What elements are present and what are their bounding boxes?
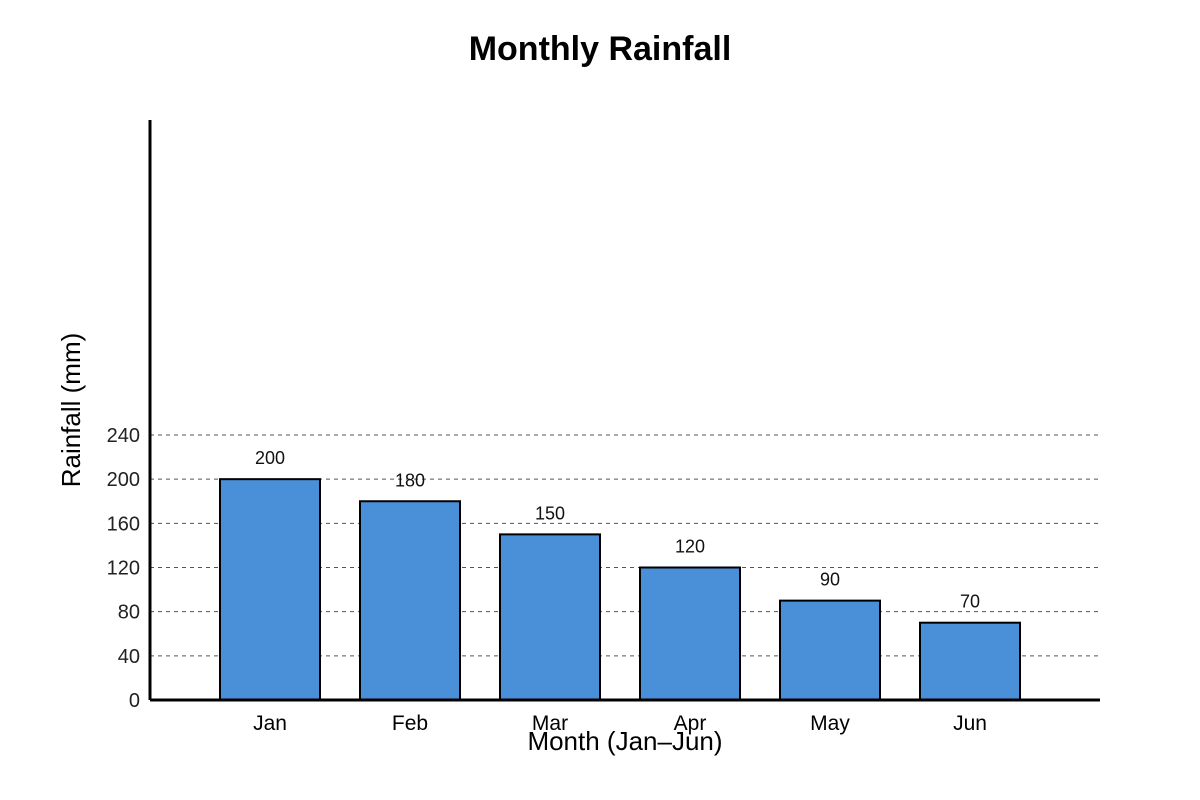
y-tick-40: 40 (118, 646, 140, 668)
x-tick-mar: Mar (532, 712, 568, 735)
x-tick-jun: Jun (953, 712, 987, 735)
bar-may (779, 599, 881, 701)
x-tick-apr: Apr (674, 712, 707, 735)
data-label-feb: 180 (395, 470, 425, 490)
data-label-may: 90 (820, 570, 840, 590)
data-label-apr: 120 (675, 537, 705, 557)
y-axis-label: Rainfall (mm) (56, 333, 86, 488)
x-tick-jan: Jan (253, 712, 287, 735)
data-label-mar: 150 (535, 503, 565, 523)
bar-jun (919, 621, 1021, 701)
y-tick-120: 120 (107, 558, 140, 580)
y-tick-160: 160 (107, 513, 140, 535)
bar-feb (359, 500, 461, 701)
bars (219, 478, 1021, 701)
y-tick-240: 240 (107, 425, 140, 447)
data-label-jun: 70 (960, 592, 980, 612)
data-label-jan: 200 (255, 448, 285, 468)
x-tick-labels: Jan Feb Mar Apr May Jun (253, 712, 987, 735)
data-labels: 200 180 150 120 90 70 (255, 448, 980, 612)
x-axis-label: Month (Jan–Jun) (527, 726, 722, 756)
gridlines (150, 434, 1100, 657)
bar-mar (499, 533, 601, 701)
x-tick-feb: Feb (392, 712, 428, 735)
y-tick-0: 0 (129, 690, 140, 712)
bar-jan (219, 478, 321, 701)
chart-title: Monthly Rainfall (469, 30, 732, 68)
y-tick-80: 80 (118, 602, 140, 624)
y-tick-labels: 0 40 80 120 160 200 240 (107, 425, 140, 712)
bar-apr (639, 566, 741, 701)
x-tick-may: May (810, 712, 850, 735)
y-tick-200: 200 (107, 469, 140, 491)
